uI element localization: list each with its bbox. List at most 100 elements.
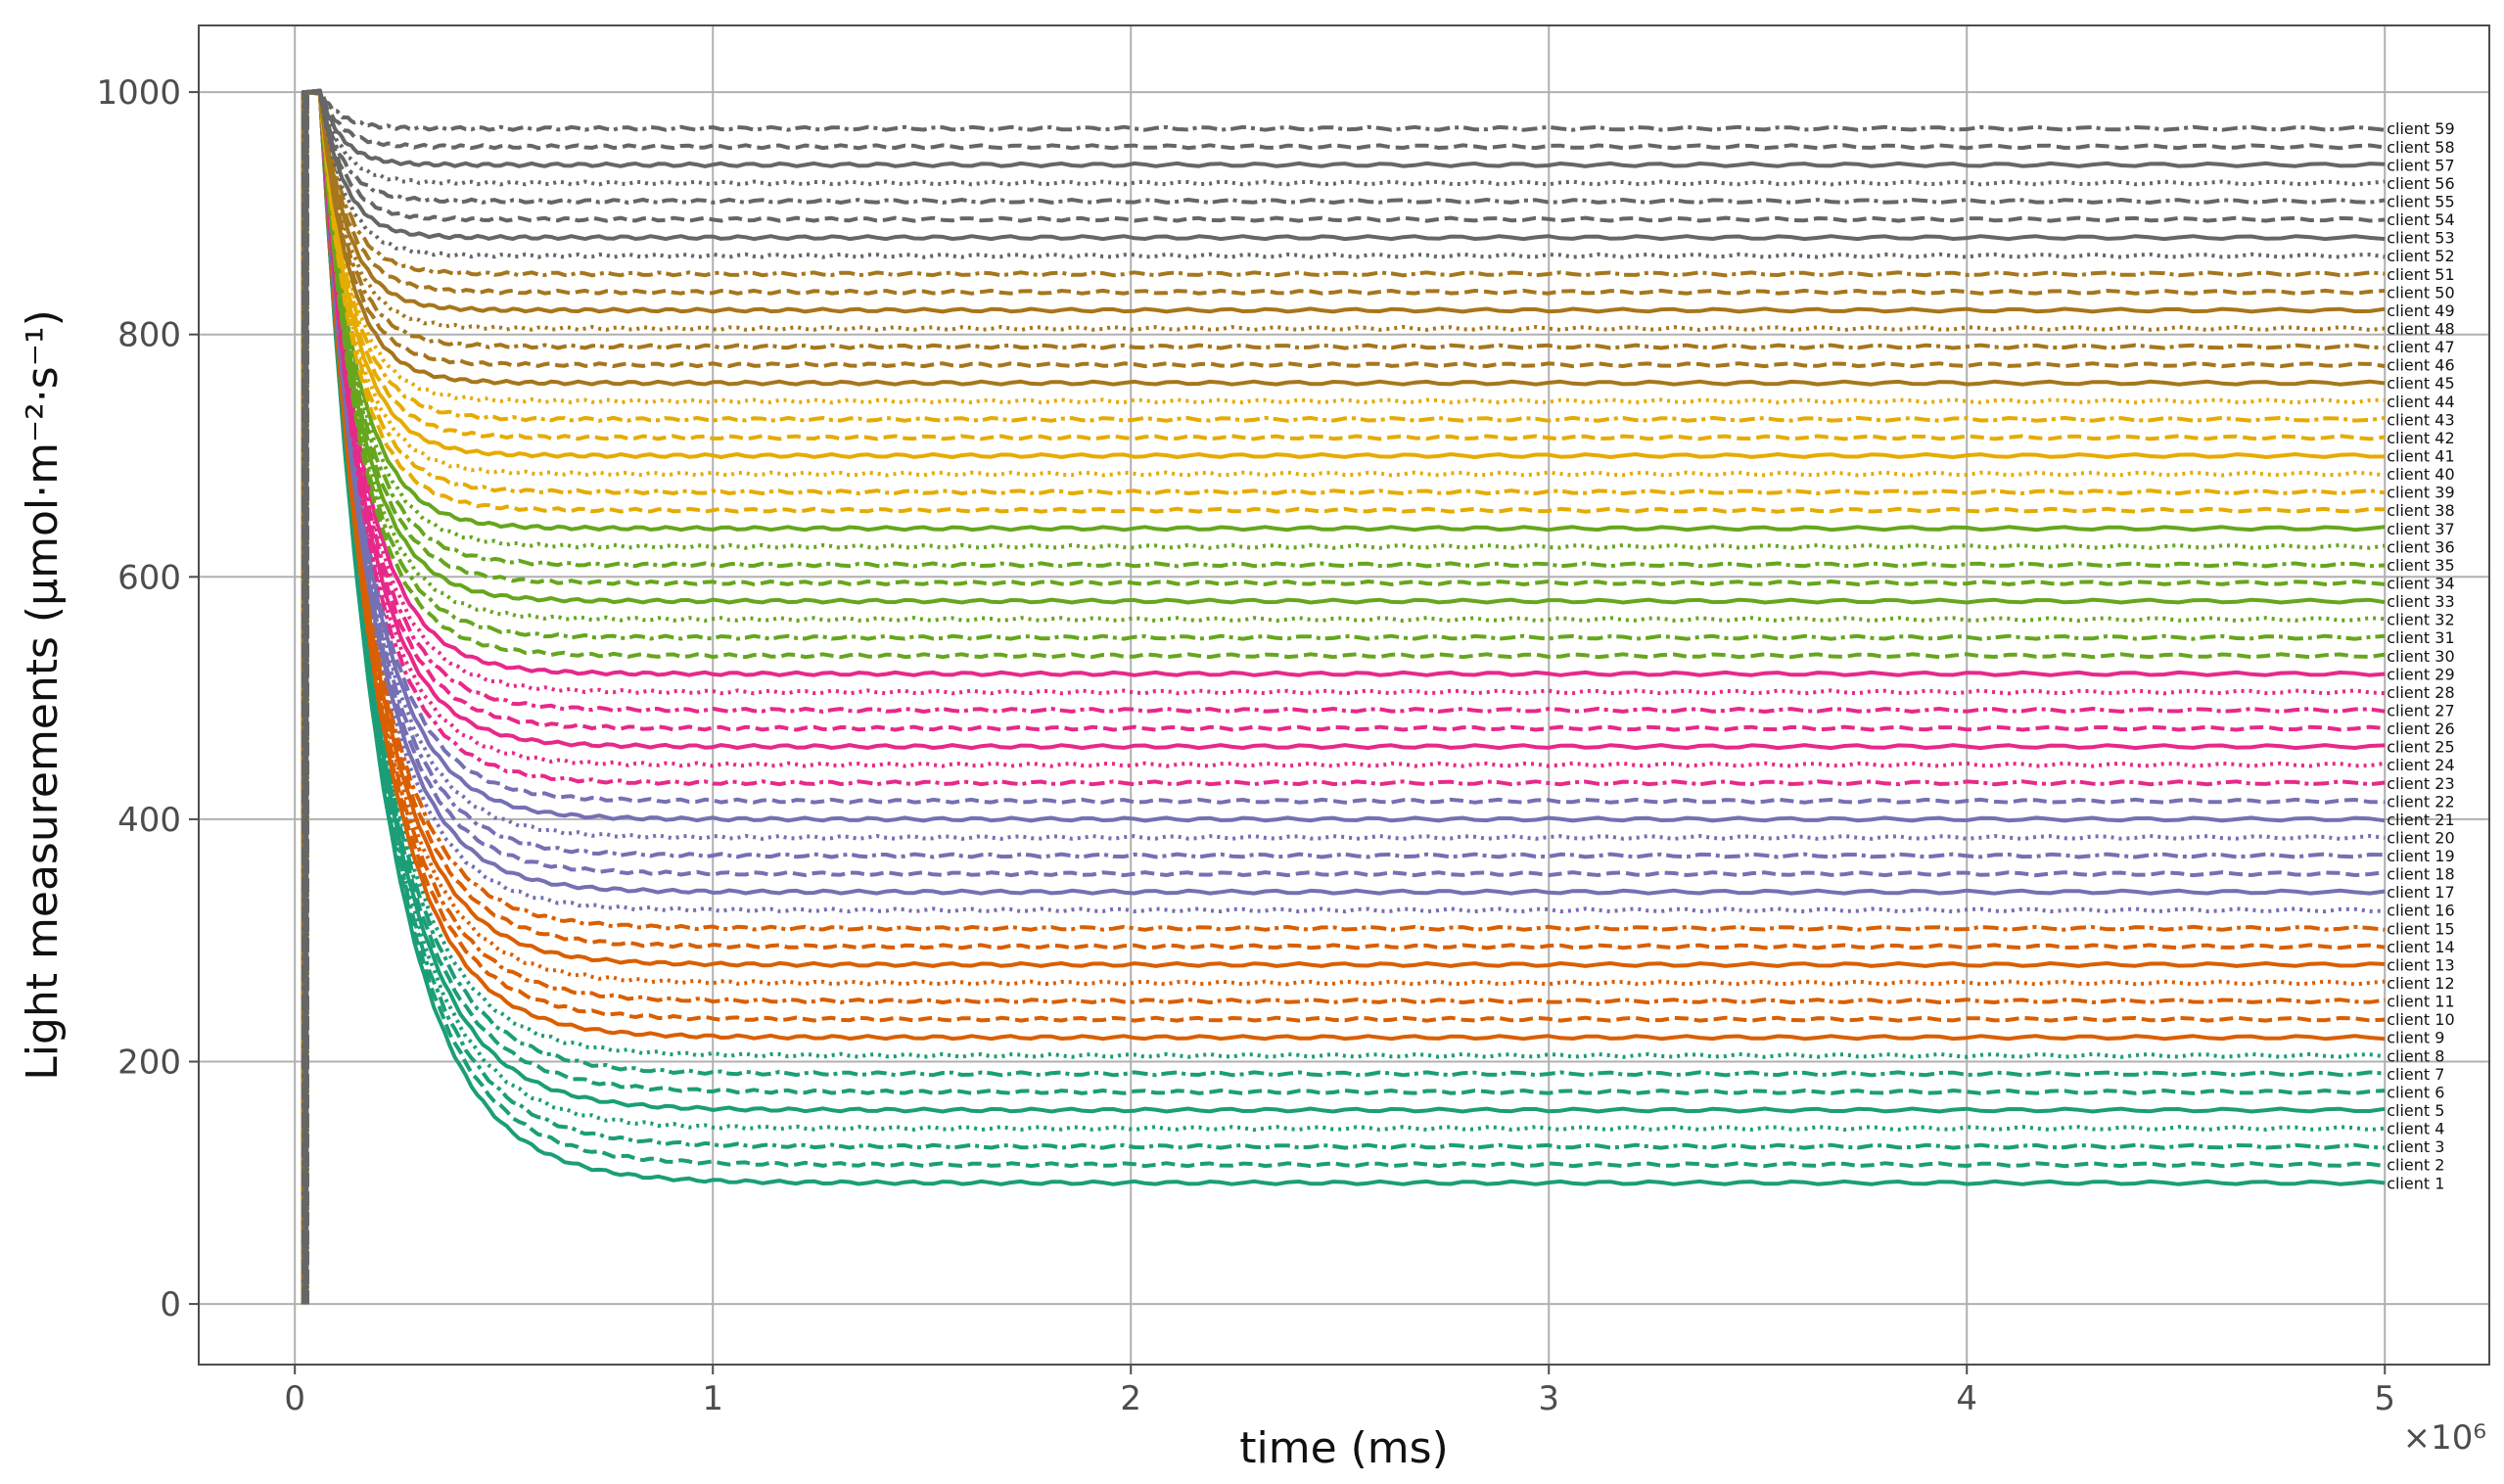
series-end-label: client 44 (2387, 393, 2454, 411)
series-end-label: client 9 (2387, 1029, 2444, 1047)
series-line (303, 88, 2386, 1305)
series-line (302, 88, 2386, 1305)
series-line (301, 90, 2386, 1305)
series-line (303, 88, 2386, 1305)
series-end-label: client 21 (2387, 811, 2454, 829)
series-end-label: client 23 (2387, 774, 2454, 793)
series-end-label: client 46 (2387, 356, 2454, 375)
series-end-label: client 12 (2387, 974, 2454, 993)
series-end-label: client 8 (2387, 1046, 2444, 1065)
series-end-label: client 5 (2387, 1101, 2444, 1120)
series-line (303, 89, 2386, 1305)
series-line (305, 90, 2386, 1305)
plot-frame (198, 24, 2490, 1366)
series-end-label: client 15 (2387, 919, 2454, 938)
y-tick-label: 600 (117, 558, 181, 597)
series-line (304, 88, 2386, 1305)
gridlines (199, 25, 2489, 1365)
series-line (305, 90, 2386, 1305)
series-end-label: client 25 (2387, 738, 2454, 757)
series-line (304, 89, 2386, 1305)
x-tick-label: 1 (702, 1379, 723, 1418)
series-end-label: client 24 (2387, 756, 2454, 774)
series-line (301, 90, 2386, 1305)
series-end-label: client 14 (2387, 938, 2454, 956)
series-end-label: client 22 (2387, 792, 2454, 811)
series-end-label: client 48 (2387, 320, 2454, 339)
series-line (301, 90, 2386, 1305)
series-line (302, 90, 2386, 1305)
series-line (304, 90, 2386, 1305)
y-tick-label: 400 (117, 801, 181, 840)
series-line (302, 89, 2386, 1305)
series-line (305, 89, 2386, 1305)
series-line (304, 90, 2386, 1305)
series-end-label: client 52 (2387, 247, 2454, 265)
series-end-label: client 31 (2387, 628, 2454, 647)
series-line (303, 89, 2386, 1305)
series-end-label: client 27 (2387, 701, 2454, 719)
y-tick-label: 200 (117, 1043, 181, 1082)
series-line (303, 88, 2386, 1305)
series-line (301, 90, 2386, 1305)
series-line (304, 89, 2386, 1305)
series-end-label: client 58 (2387, 138, 2454, 157)
series-line (305, 90, 2386, 1305)
series-line (305, 90, 2386, 1305)
x-axis-ticks: 0 1 2 3 4 5 (284, 1365, 2395, 1418)
series-end-label: client 34 (2387, 574, 2454, 592)
x-tick-label: 0 (284, 1379, 305, 1418)
series-end-label: client 16 (2387, 902, 2454, 920)
series-end-label: client 7 (2387, 1065, 2444, 1084)
y-tick-label: 0 (160, 1285, 181, 1324)
series-end-label: client 13 (2387, 955, 2454, 974)
x-axis-label: time (ms) (1239, 1423, 1449, 1473)
series-end-label: client 54 (2387, 210, 2454, 229)
series-line (305, 90, 2386, 1305)
series-end-label: client 57 (2387, 156, 2454, 174)
series-line (302, 89, 2386, 1305)
series-line (301, 90, 2386, 1305)
series-end-label: client 50 (2387, 283, 2454, 301)
series-end-label: client 17 (2387, 883, 2454, 902)
series-end-label: client 35 (2387, 556, 2454, 575)
series-line (303, 88, 2386, 1305)
y-axis-ticks: 0 200 400 600 800 1000 (96, 73, 199, 1324)
series-line (304, 88, 2386, 1305)
series-line (301, 90, 2386, 1305)
series-line (301, 88, 2386, 1305)
series-end-label: client 37 (2387, 520, 2454, 538)
series-end-label: client 20 (2387, 828, 2454, 847)
series-line (302, 88, 2386, 1305)
series-end-label: client 36 (2387, 537, 2454, 556)
series-line (301, 90, 2386, 1305)
series-end-label: client 42 (2387, 429, 2454, 447)
x-axis-scale-label: ×10⁶ (2403, 1418, 2486, 1458)
series-end-label: client 26 (2387, 719, 2454, 738)
y-tick-label: 800 (117, 316, 181, 355)
y-axis-label: Light measurements (μmol·m⁻²·s⁻¹) (18, 309, 68, 1081)
series-end-label: client 59 (2387, 119, 2454, 138)
series-line (301, 89, 2386, 1305)
series-line (301, 90, 2386, 1305)
series-line (301, 90, 2386, 1305)
series-line (301, 90, 2386, 1305)
x-tick-label: 3 (1538, 1379, 1559, 1418)
series-end-label: client 49 (2387, 301, 2454, 320)
series-end-label: client 1 (2387, 1174, 2444, 1192)
series-line (302, 89, 2386, 1305)
series-line (304, 88, 2386, 1305)
series-end-label: client 28 (2387, 683, 2454, 702)
series-line (302, 90, 2386, 1305)
series-line (305, 90, 2386, 1305)
series-end-label: client 39 (2387, 484, 2454, 502)
series-end-label: client 40 (2387, 465, 2454, 484)
series-line (302, 88, 2386, 1305)
series-line (304, 90, 2386, 1305)
series-end-label: client 51 (2387, 265, 2454, 284)
series-end-label: client 32 (2387, 611, 2454, 629)
series-end-label: client 10 (2387, 1010, 2454, 1029)
